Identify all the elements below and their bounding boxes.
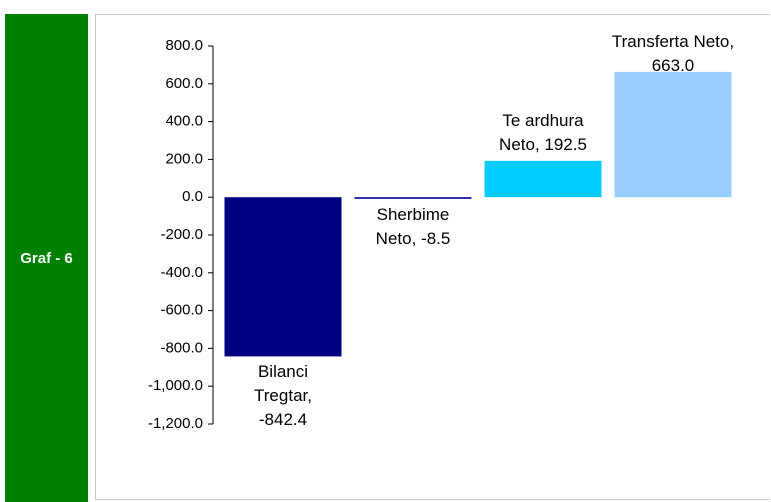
y-tick-label: 0.0 xyxy=(182,188,203,205)
y-tick-label: 600.0 xyxy=(165,75,203,92)
y-tick-label: -200.0 xyxy=(160,226,203,243)
y-tick-label: -1,200.0 xyxy=(148,415,203,432)
data-label: Sherbime Neto, -8.5 xyxy=(375,204,451,248)
side-label: Graf - 6 xyxy=(5,14,88,502)
data-label: Bilanci Tregtar, -842.4 xyxy=(254,362,312,430)
y-tick-label: -1,000.0 xyxy=(148,377,203,394)
bar xyxy=(484,160,602,198)
y-tick-label: -400.0 xyxy=(160,264,203,281)
y-tick-label: 400.0 xyxy=(165,113,203,130)
y-tick-label: 200.0 xyxy=(165,150,203,167)
y-tick-label: -800.0 xyxy=(160,339,203,356)
bar xyxy=(614,71,732,198)
y-tick-label: 800.0 xyxy=(165,37,203,54)
bar xyxy=(354,197,472,199)
data-label: Te ardhura Neto, 192.5 xyxy=(499,110,587,154)
y-tick-label: -600.0 xyxy=(160,302,203,319)
chart-frame xyxy=(95,14,770,500)
data-label: Transferta Neto, 663.0 xyxy=(611,31,735,75)
bar xyxy=(224,197,342,357)
